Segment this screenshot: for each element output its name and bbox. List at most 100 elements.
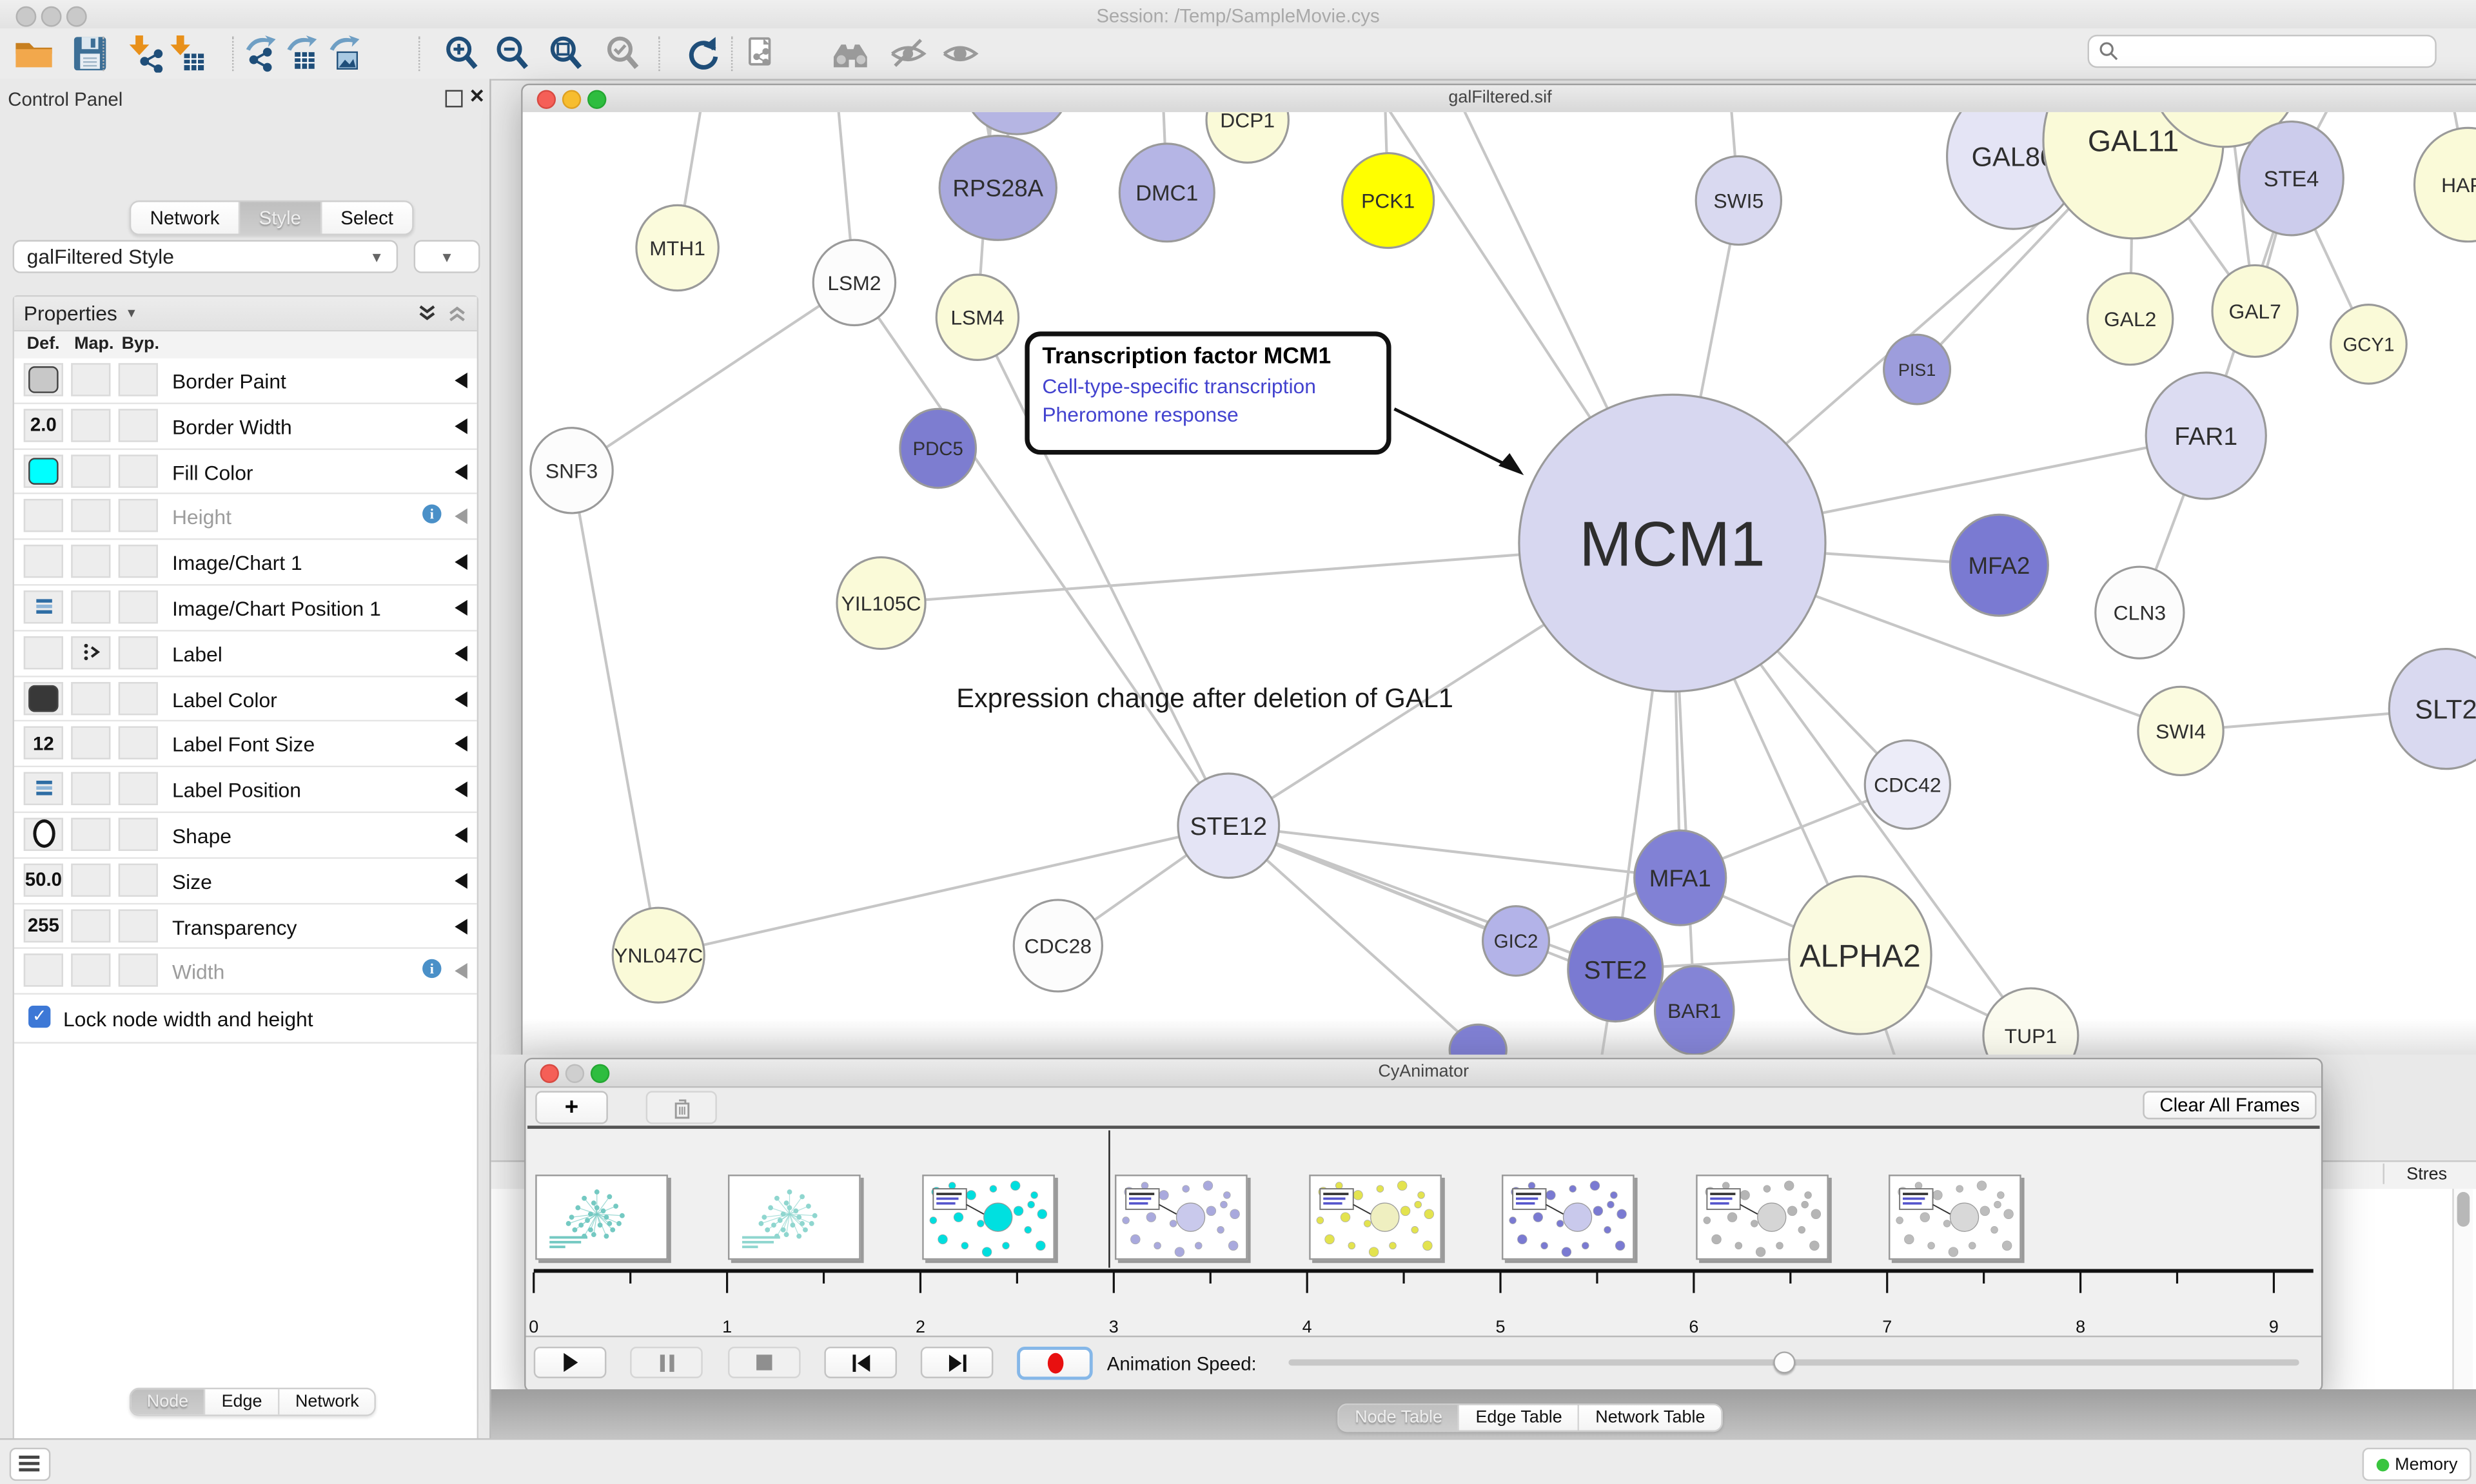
- property-row-image-chart-1[interactable]: Image/Chart 1: [14, 540, 477, 586]
- annotation-box[interactable]: Transcription factor MCM1 Cell-type-spec…: [1025, 331, 1391, 455]
- default-value[interactable]: 255: [27, 914, 59, 937]
- expand-arrow-icon[interactable]: [455, 872, 467, 889]
- network-node-mfa2[interactable]: [1949, 513, 2049, 617]
- refresh-layout-button[interactable]: [682, 33, 723, 74]
- network-node-gcy1[interactable]: [2330, 304, 2408, 385]
- play-button[interactable]: [533, 1346, 607, 1378]
- network-node-alpha2[interactable]: [1788, 875, 1932, 1035]
- network-node-dmc1[interactable]: [1118, 142, 1215, 243]
- def-cell[interactable]: [23, 590, 63, 624]
- minimize-window-icon[interactable]: [41, 6, 62, 27]
- network-node-cln3[interactable]: [2094, 565, 2185, 659]
- slider-thumb[interactable]: [1773, 1351, 1795, 1374]
- expand-arrow-icon[interactable]: [455, 645, 467, 661]
- def-cell[interactable]: 50.0: [23, 863, 63, 897]
- clear-all-frames-button[interactable]: Clear All Frames: [2143, 1091, 2317, 1120]
- byp-cell[interactable]: [118, 954, 158, 988]
- frame-thumbnail-6s[interactable]: [1695, 1175, 1829, 1260]
- byp-cell[interactable]: [118, 908, 158, 942]
- zoom-fit-button[interactable]: [546, 33, 587, 74]
- export-image-button[interactable]: [324, 33, 365, 74]
- map-cell[interactable]: [71, 727, 111, 760]
- network-edge[interactable]: [976, 317, 1230, 826]
- tab-select[interactable]: Select: [321, 202, 413, 234]
- network-node-pck1[interactable]: [1341, 151, 1435, 249]
- def-cell[interactable]: [23, 817, 63, 851]
- show-all-button[interactable]: [939, 33, 981, 74]
- close-window-icon[interactable]: [15, 6, 37, 27]
- network-node-hap2[interactable]: [2413, 126, 2476, 243]
- delete-frame-button[interactable]: [645, 1091, 717, 1124]
- property-row-image-chart-position-1[interactable]: Image/Chart Position 1: [14, 585, 477, 632]
- tab-edge[interactable]: Edge: [206, 1389, 280, 1415]
- map-cell[interactable]: [71, 954, 111, 988]
- network-node-swi5[interactable]: [1695, 155, 1783, 246]
- byp-cell[interactable]: [118, 817, 158, 851]
- expand-arrow-icon[interactable]: [455, 372, 467, 389]
- expand-arrow-icon[interactable]: [455, 464, 467, 480]
- property-row-label-font-size[interactable]: 12 Label Font Size: [14, 722, 477, 768]
- scrollbar-thumb[interactable]: [2457, 1191, 2470, 1227]
- default-value[interactable]: 2.0: [30, 414, 57, 436]
- cyanimator-titlebar[interactable]: CyAnimator: [526, 1059, 2322, 1088]
- frame-thumbnail-1s[interactable]: [729, 1175, 861, 1260]
- network-node-ste4[interactable]: [2238, 120, 2344, 237]
- tab-style[interactable]: Style: [240, 202, 322, 234]
- collapse-all-icon[interactable]: [447, 303, 467, 324]
- tab-network[interactable]: Network: [279, 1389, 375, 1415]
- tab-network[interactable]: Network: [131, 202, 241, 234]
- network-node-mcm1[interactable]: [1518, 393, 1827, 693]
- property-row-border-paint[interactable]: Border Paint: [14, 358, 477, 404]
- def-cell[interactable]: [23, 636, 63, 669]
- export-table-button[interactable]: [281, 33, 322, 74]
- task-history-button[interactable]: [9, 1447, 51, 1481]
- default-value[interactable]: 12: [32, 732, 54, 755]
- tab-node-table[interactable]: Node Table: [1339, 1405, 1460, 1430]
- open-folder-button[interactable]: [13, 33, 54, 74]
- lock-node-size-row[interactable]: ✓ Lock node width and height: [14, 995, 477, 1044]
- map-cell[interactable]: [71, 363, 111, 396]
- byp-cell[interactable]: [118, 681, 158, 715]
- byp-cell[interactable]: [118, 408, 158, 442]
- memory-button[interactable]: Memory: [2362, 1447, 2471, 1481]
- map-cell[interactable]: [71, 863, 111, 897]
- map-cell[interactable]: [71, 408, 111, 442]
- property-row-label-color[interactable]: Label Color: [14, 676, 477, 723]
- network-node-yil105c[interactable]: [836, 556, 927, 650]
- map-cell[interactable]: [71, 590, 111, 624]
- byp-cell[interactable]: [118, 590, 158, 624]
- search-input[interactable]: [2087, 34, 2437, 68]
- lock-checkbox[interactable]: ✓: [28, 1006, 51, 1028]
- float-panel-icon[interactable]: [445, 90, 463, 108]
- save-button[interactable]: [70, 33, 111, 74]
- column-header-stress[interactable]: Stres: [2406, 1165, 2448, 1184]
- network-node-gal2[interactable]: [2086, 272, 2174, 366]
- zoom-in-button[interactable]: [442, 33, 484, 74]
- main-titlebar[interactable]: Session: /Temp/SampleMovie.cys: [0, 0, 2476, 29]
- property-row-size[interactable]: 50.0 Size: [14, 858, 477, 904]
- network-edge[interactable]: [853, 282, 1230, 826]
- network-node-gic2[interactable]: [1482, 905, 1551, 977]
- stop-button[interactable]: [727, 1346, 801, 1378]
- network-window-titlebar[interactable]: galFiltered.sif: [522, 85, 2476, 114]
- go-to-start-button[interactable]: [824, 1346, 898, 1378]
- info-icon[interactable]: i: [422, 959, 442, 979]
- map-cell[interactable]: [71, 908, 111, 942]
- network-node-ynl047c[interactable]: [611, 906, 705, 1004]
- def-cell[interactable]: [23, 499, 63, 533]
- import-network-button[interactable]: [126, 33, 168, 74]
- ellipse-shape-icon[interactable]: [32, 820, 55, 849]
- zoom-out-button[interactable]: [493, 33, 534, 74]
- expand-arrow-icon[interactable]: [455, 690, 467, 707]
- def-cell[interactable]: 2.0: [23, 408, 63, 442]
- network-edge[interactable]: [570, 470, 660, 956]
- map-cell[interactable]: [71, 636, 111, 669]
- network-node-tup1[interactable]: [1982, 987, 2079, 1057]
- network-canvas[interactable]: RPS28A MTH1 LSM2 LSM4 DMC1 DCP1 PCK1 SWI5 GAL80 G…: [522, 112, 2476, 1057]
- expand-arrow-icon[interactable]: [455, 827, 467, 843]
- frame-thumbnail-5s[interactable]: [1502, 1175, 1635, 1260]
- byp-cell[interactable]: [118, 727, 158, 760]
- network-node-psliver[interactable]: [1448, 1023, 1508, 1057]
- network-node-cdc42[interactable]: [1863, 739, 1952, 830]
- network-node-far1[interactable]: [2145, 371, 2267, 500]
